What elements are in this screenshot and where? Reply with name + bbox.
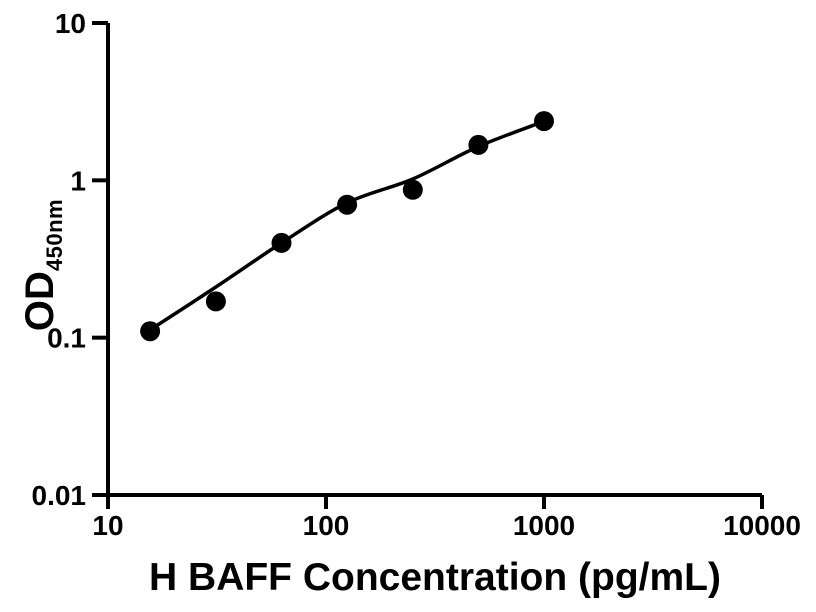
x-tick-label: 10 — [92, 510, 123, 541]
data-point — [402, 179, 423, 200]
x-tick-label: 100 — [303, 510, 350, 541]
y-axis-title-subscript: 450nm — [42, 198, 67, 272]
data-points-layer — [140, 111, 554, 342]
y-axis-title-main: OD — [18, 271, 62, 332]
y-axis-title: OD450nm — [16, 177, 67, 353]
x-tick-label: 1000 — [513, 510, 575, 541]
data-point — [337, 194, 358, 215]
y-tick-label: 0.01 — [32, 480, 87, 511]
data-point — [534, 111, 554, 132]
data-point — [271, 232, 292, 253]
x-axis-title: H BAFF Concentration (pg/mL) — [149, 556, 721, 599]
x-tick-label: 10000 — [723, 510, 801, 541]
y-tick-label: 0.1 — [47, 323, 86, 354]
y-tick-label: 1 — [70, 165, 86, 196]
data-point — [140, 321, 161, 342]
data-point — [205, 291, 226, 312]
y-tick-label: 10 — [55, 8, 86, 39]
data-point — [468, 134, 489, 155]
